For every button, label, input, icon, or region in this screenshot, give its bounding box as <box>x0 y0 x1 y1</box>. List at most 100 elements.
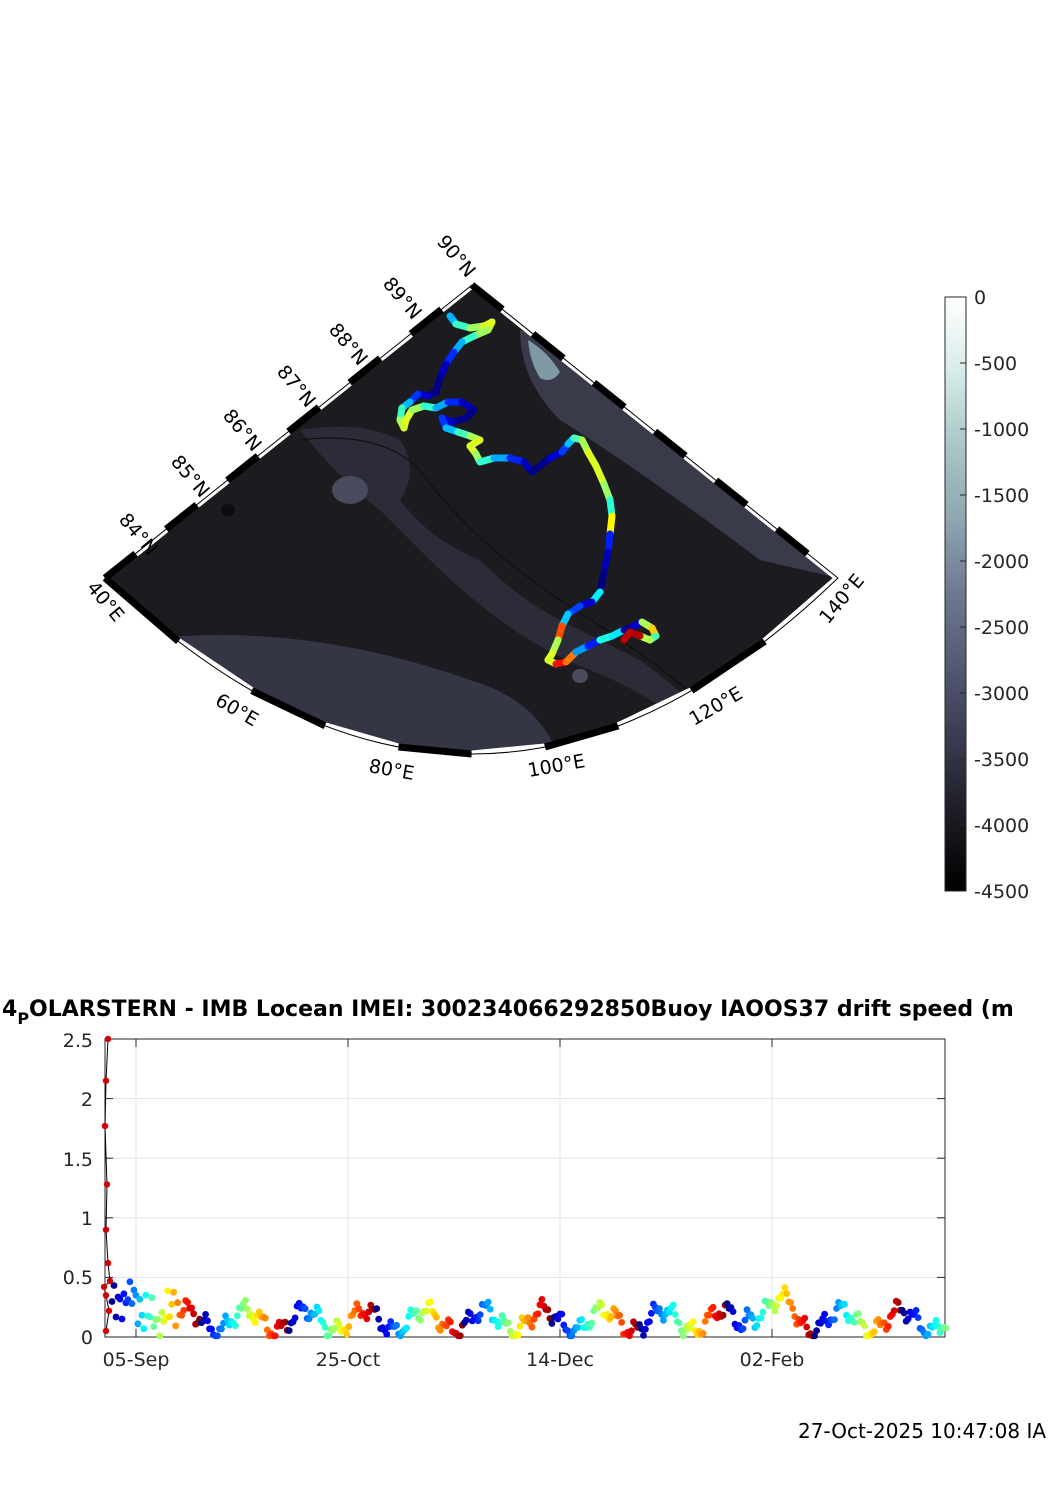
speed-point-253 <box>612 1307 619 1315</box>
speed-point-333 <box>771 1307 779 1315</box>
cb-label-0: 0 <box>974 287 986 309</box>
speed-point-390 <box>884 1322 892 1330</box>
speed-point-9 <box>126 1278 134 1286</box>
cb-label-3: -1500 <box>974 485 1029 507</box>
speed-point-6 <box>120 1290 128 1298</box>
spike-point-4 <box>102 1226 110 1233</box>
speed-point-15 <box>138 1311 146 1319</box>
speed-point-31 <box>170 1288 178 1296</box>
speed-point-353 <box>811 1332 818 1340</box>
speed-point-23 <box>154 1315 162 1323</box>
speed-point-133 <box>373 1305 381 1312</box>
colorbar-ticks <box>960 296 966 892</box>
speed-point-297 <box>699 1330 707 1337</box>
speed-point-16 <box>140 1325 148 1333</box>
speed-point-327 <box>759 1308 767 1316</box>
speed-point-271 <box>648 1309 655 1317</box>
frame-arc-seg-0 <box>102 575 181 645</box>
frame-arc-seg-9 <box>762 575 841 645</box>
gakkel-ridge <box>300 426 700 720</box>
speed-point-292 <box>689 1318 697 1326</box>
speed-point-268 <box>642 1325 649 1333</box>
speed-point-261 <box>628 1327 635 1335</box>
speed-point-383 <box>870 1328 878 1336</box>
title-subscript: P <box>17 1009 29 1028</box>
speed-point-419 <box>942 1324 950 1332</box>
speed-point-2 <box>112 1313 120 1321</box>
speed-point-214 <box>534 1310 542 1318</box>
speed-point-319 <box>743 1306 751 1314</box>
speed-point-199 <box>504 1319 512 1327</box>
cb-label-8: -4000 <box>974 815 1029 837</box>
speed-point-395 <box>894 1299 902 1306</box>
seamount-1 <box>332 476 368 504</box>
speed-point-277 <box>660 1316 667 1324</box>
speed-point-231 <box>568 1332 576 1340</box>
speed-point-246 <box>598 1301 606 1309</box>
speed-point-285 <box>675 1319 683 1327</box>
speed-point-74 <box>255 1308 263 1316</box>
y-tick-labels: 0 0.5 1 1.5 2 2.5 <box>63 1030 93 1349</box>
speed-point-29 <box>166 1313 174 1321</box>
speed-point-229 <box>564 1327 572 1335</box>
frame-arc-seg-3 <box>324 722 400 751</box>
x-tick-02-feb: 02-Feb <box>740 1349 805 1371</box>
y-tick-3: 1.5 <box>63 1149 93 1171</box>
speed-point-410 <box>924 1330 932 1338</box>
speed-point-189 <box>484 1298 492 1306</box>
speed-point-360 <box>825 1321 832 1329</box>
speed-point-114 <box>335 1320 343 1328</box>
speed-point-287 <box>679 1332 687 1340</box>
speed-point-275 <box>656 1305 663 1313</box>
speed-point-19 <box>146 1313 154 1321</box>
speed-point-48 <box>204 1317 211 1325</box>
speed-point-63 <box>234 1312 241 1320</box>
speed-point-72 <box>251 1319 259 1326</box>
speed-point-128 <box>363 1315 371 1323</box>
speed-point-326 <box>757 1314 765 1322</box>
speed-point-165 <box>437 1326 444 1334</box>
depth-colorbar: 0 -500 -1000 -1500 -2000 -2500 -3000 -35… <box>944 287 1029 903</box>
depth-contour-2 <box>299 437 701 701</box>
speed-point-118 <box>343 1330 351 1338</box>
speed-point-10 <box>128 1300 136 1307</box>
speed-point-221 <box>548 1320 556 1327</box>
speed-point-236 <box>578 1316 586 1323</box>
speed-point-180 <box>466 1310 474 1317</box>
speed-point-155 <box>417 1316 424 1324</box>
speed-point-138 <box>383 1330 391 1338</box>
speed-point-226 <box>558 1310 566 1318</box>
speed-point-184 <box>474 1317 482 1325</box>
spike-point-9 <box>105 1307 113 1315</box>
spike-point-10 <box>102 1327 110 1335</box>
speed-point-398 <box>900 1309 908 1317</box>
drift-map: 84°N 85°N 86°N 87°N 88°N 89°N 90°N 40°E … <box>82 231 869 785</box>
speed-point-14 <box>136 1296 144 1303</box>
speed-point-33 <box>174 1299 182 1306</box>
y-tick-1: 0.5 <box>63 1267 93 1289</box>
x-tick-05-sep: 05-Sep <box>103 1349 170 1371</box>
speed-point-28 <box>164 1287 172 1295</box>
spike-point-5 <box>104 1259 112 1267</box>
spike-point-2 <box>101 1122 109 1130</box>
y-tick-2: 1 <box>81 1208 93 1230</box>
speed-point-282 <box>669 1301 677 1309</box>
x-tick-14-dec: 14-Dec <box>526 1349 594 1371</box>
speed-point-190 <box>486 1305 494 1313</box>
speed-point-119 <box>345 1323 353 1330</box>
speed-point-211 <box>528 1323 536 1331</box>
spike-point-6 <box>106 1277 114 1285</box>
title-main: OLARSTERN - IMB Locean IMEI: 30023406629… <box>29 997 1014 1022</box>
timestamp: 27-Oct-2025 10:47:08 IA <box>798 1419 1047 1443</box>
speed-point-209 <box>524 1314 532 1321</box>
cb-label-7: -3500 <box>974 749 1029 771</box>
spike-point-8 <box>102 1292 110 1299</box>
speed-point-53 <box>214 1332 221 1340</box>
title-prefix: 4 <box>2 997 17 1022</box>
speed-point-123 <box>353 1300 361 1307</box>
spike-point-1 <box>102 1077 110 1084</box>
plot-frame <box>104 1038 946 1338</box>
speed-point-204 <box>514 1331 522 1339</box>
speed-point-148 <box>403 1324 410 1332</box>
